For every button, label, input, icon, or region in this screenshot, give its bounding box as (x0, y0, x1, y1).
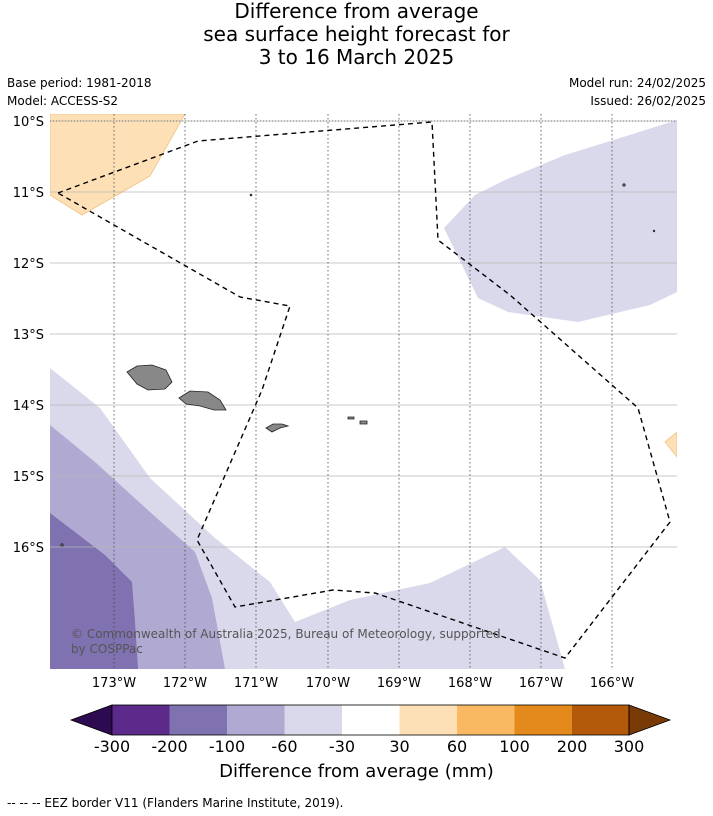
title-line-1: Difference from average (234, 0, 479, 23)
lon-label: 173°W (92, 676, 136, 691)
anomaly-field: © Commonwealth of Australia 2025, Bureau… (50, 114, 677, 669)
title-line-3: 3 to 16 March 2025 (258, 45, 455, 69)
colorbar-segment (342, 705, 400, 735)
savaii-island (126, 364, 173, 391)
colorbar-segment (514, 705, 572, 735)
latitude-gridlines (50, 120, 677, 548)
colorbar-title: Difference from average (mm) (219, 761, 494, 782)
colorbar-extend-high (628, 704, 672, 736)
model-run: Model run: 24/02/2025 (568, 76, 706, 90)
colorbar-segment (457, 705, 515, 735)
colorbar-segment (112, 705, 170, 735)
colorbar: -300 -200 -100 -60 -30 30 60 100 200 300 (69, 704, 672, 756)
lat-label: 10°S (13, 115, 44, 130)
issued-date: Issued: 26/02/2025 (590, 94, 706, 108)
islet (60, 543, 64, 547)
lat-label: 14°S (13, 399, 44, 414)
islands (60, 183, 656, 547)
colorbar-segment (399, 705, 457, 735)
manua-islet-2 (359, 420, 368, 425)
lat-label: 13°S (13, 328, 44, 343)
colorbar-extend-low (69, 704, 113, 736)
lon-label: 169°W (377, 676, 421, 691)
colorbar-tick-label: 60 (447, 737, 467, 756)
manua-islet-1 (347, 416, 355, 420)
eez-legend-note: -- -- -- EEZ border V11 (Flanders Marine… (7, 796, 344, 810)
lon-label: 170°W (306, 676, 350, 691)
anomaly-region-negative-ne (444, 120, 677, 322)
colorbar-labels: -300 -200 -100 -60 -30 30 60 100 200 300 (94, 737, 644, 756)
colorbar-tick-label: -60 (271, 737, 297, 756)
latitude-labels: 10°S 11°S 12°S 13°S 14°S 15°S 16°S (13, 115, 44, 556)
islet (249, 193, 253, 197)
colorbar-segment (227, 705, 285, 735)
anomaly-region-positive-e (664, 431, 677, 458)
lon-label: 167°W (519, 676, 563, 691)
lon-label: 171°W (234, 676, 278, 691)
anomaly-region-positive-nw (50, 114, 186, 216)
colorbar-segment (572, 705, 629, 735)
lat-label: 11°S (13, 186, 44, 201)
base-period: Base period: 1981-2018 (7, 76, 152, 90)
colorbar-tick-label: -30 (329, 737, 355, 756)
colorbar-tick-label: 200 (557, 737, 588, 756)
tutuila-island (265, 423, 290, 433)
colorbar-segment (284, 705, 342, 735)
islet (652, 229, 656, 233)
copyright-line-2: by COSPPac (71, 642, 143, 656)
lon-label: 166°W (590, 676, 634, 691)
eez-border (57, 121, 671, 659)
longitude-labels: 173°W 172°W 171°W 170°W 169°W 168°W 167°… (92, 676, 634, 691)
colorbar-segment (169, 705, 227, 735)
lat-label: 12°S (13, 257, 44, 272)
colorbar-tick-label: 30 (389, 737, 409, 756)
meta-right: Model run: 24/02/2025 Issued: 26/02/2025 (569, 74, 706, 110)
colorbar-tick-label: 300 (614, 737, 645, 756)
colorbar-tick-label: 100 (499, 737, 530, 756)
title-line-2: sea surface height forecast for (203, 22, 510, 46)
copyright-line-1: © Commonwealth of Australia 2025, Bureau… (71, 627, 501, 641)
longitude-gridlines (113, 114, 613, 669)
lon-label: 172°W (163, 676, 207, 691)
colorbar-outline (111, 704, 630, 736)
model-name: Model: ACCESS-S2 (7, 94, 119, 108)
map-title: Difference from average sea surface heig… (0, 0, 713, 69)
colorbar-tick-label: -100 (209, 737, 245, 756)
anomaly-region-negative-sw-2 (50, 513, 138, 669)
lon-label: 168°W (448, 676, 492, 691)
colorbar-tick-label: -300 (94, 737, 130, 756)
lat-label: 16°S (13, 541, 44, 556)
upolu-island (178, 390, 227, 411)
islet (622, 183, 626, 187)
meta-left: Base period: 1981-2018 Model: ACCESS-S2 (7, 74, 152, 110)
map-canvas: © Commonwealth of Australia 2025, Bureau… (13, 114, 677, 756)
lat-label: 15°S (13, 470, 44, 485)
colorbar-tick-label: -200 (151, 737, 187, 756)
